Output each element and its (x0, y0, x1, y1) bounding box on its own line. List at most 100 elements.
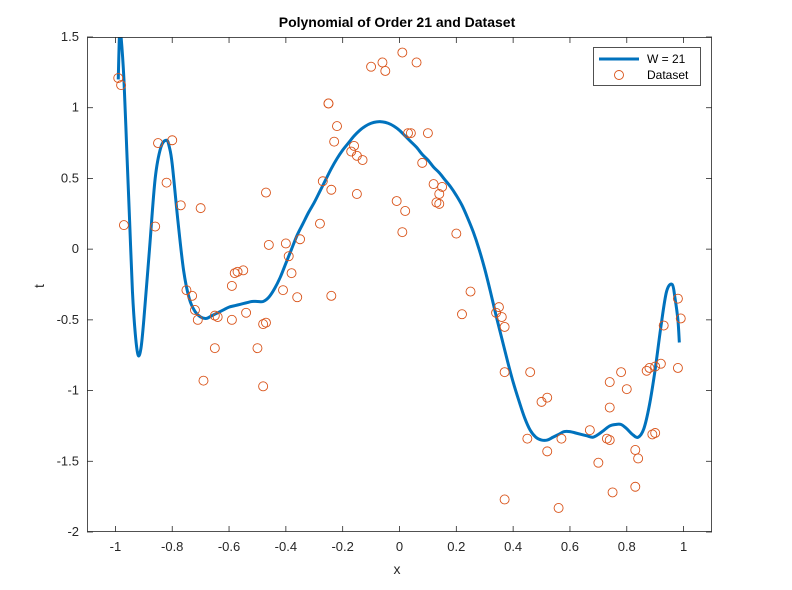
data-point (493, 302, 504, 313)
data-point (553, 503, 564, 513)
data-point (209, 343, 220, 354)
data-point (658, 320, 669, 331)
data-point (263, 239, 274, 250)
data-point (187, 290, 198, 301)
data-point (422, 128, 433, 139)
legend-label-fit: W = 21 (647, 52, 686, 66)
data-point (641, 365, 652, 376)
data-point (647, 429, 658, 440)
data-point (522, 433, 533, 444)
data-point (630, 481, 641, 492)
data-point (326, 290, 337, 301)
data-point (226, 280, 237, 291)
y-tick-label: 1.5 (61, 29, 79, 44)
data-point (633, 453, 644, 464)
data-point (116, 80, 127, 91)
y-tick-label: 0 (72, 241, 79, 256)
data-point (400, 206, 411, 216)
data-point (607, 487, 618, 498)
data-point (417, 157, 428, 168)
legend-box (593, 47, 701, 86)
data-point (209, 310, 220, 321)
data-point (161, 177, 172, 188)
data-point (499, 321, 510, 332)
x-tick-label: 1 (680, 539, 687, 554)
data-point (465, 286, 476, 297)
data-point (397, 227, 408, 238)
y-tick-label: 0.5 (61, 170, 79, 185)
data-point (226, 314, 237, 325)
data-point (326, 184, 337, 195)
chart-title: Polynomial of Order 21 and Dataset (279, 14, 516, 30)
data-point (601, 433, 612, 444)
data-point (542, 446, 553, 457)
data-point (525, 367, 536, 378)
data-point (292, 292, 303, 303)
x-tick-label: 0.4 (504, 539, 522, 554)
data-point (499, 494, 510, 505)
x-tick-label: 0 (396, 539, 403, 554)
data-point (496, 312, 507, 322)
data-point (672, 362, 683, 373)
data-point (315, 218, 325, 229)
data-point (451, 228, 462, 239)
data-point (118, 220, 129, 231)
data-point (332, 121, 342, 132)
data-point (190, 305, 200, 315)
data-point (593, 457, 604, 468)
data-point (616, 367, 627, 378)
data-point (650, 361, 661, 372)
x-tick-label: -0.8 (161, 539, 183, 554)
y-tick-label: 1 (72, 100, 79, 115)
x-tick-label: 0.2 (447, 539, 465, 554)
data-point (232, 266, 243, 277)
data-point (542, 392, 553, 403)
data-point (181, 285, 192, 296)
data-point (403, 128, 413, 139)
data-point (258, 319, 269, 330)
data-point (434, 189, 445, 199)
legend-marker-swatch (614, 70, 624, 80)
data-point (437, 181, 448, 192)
data-point (238, 265, 249, 276)
data-point (351, 189, 362, 199)
data-point (675, 313, 686, 324)
data-point (397, 47, 408, 58)
data-point (650, 428, 661, 438)
data-point (405, 128, 416, 139)
data-point (584, 425, 595, 436)
data-point (672, 293, 683, 304)
y-tick-label: -0.5 (57, 312, 79, 327)
data-point (357, 155, 368, 165)
data-point (153, 138, 163, 149)
data-point (280, 238, 291, 249)
data-point (261, 317, 271, 328)
data-point (499, 367, 510, 378)
data-point (366, 61, 377, 72)
series-layer (113, 37, 686, 513)
data-point (198, 375, 209, 386)
data-point (283, 251, 294, 262)
data-point (317, 176, 328, 187)
data-point (644, 362, 655, 373)
data-point (604, 377, 615, 388)
y-tick-label: -1 (67, 383, 79, 398)
data-point (286, 268, 297, 279)
data-point (252, 343, 263, 354)
data-point (278, 285, 288, 296)
x-tick-label: 0.6 (561, 539, 579, 554)
data-point (457, 309, 467, 320)
y-tick-label: -1.5 (57, 453, 79, 468)
x-tick-label: 0.8 (618, 539, 636, 554)
data-point (175, 200, 186, 211)
data-point (380, 65, 391, 76)
x-tick-label: -1 (110, 539, 122, 554)
data-point (192, 314, 203, 325)
legend-label-dataset: Dataset (647, 68, 689, 82)
data-point (655, 358, 666, 369)
data-point (295, 234, 306, 245)
plot-area (87, 37, 712, 532)
x-axis-ticks: -1 -0.8 -0.6 -0.4 -0.2 0 0.2 0.4 0.6 0.8 1 (110, 37, 687, 554)
y-axis-label: t (31, 284, 47, 288)
data-point (604, 402, 615, 413)
